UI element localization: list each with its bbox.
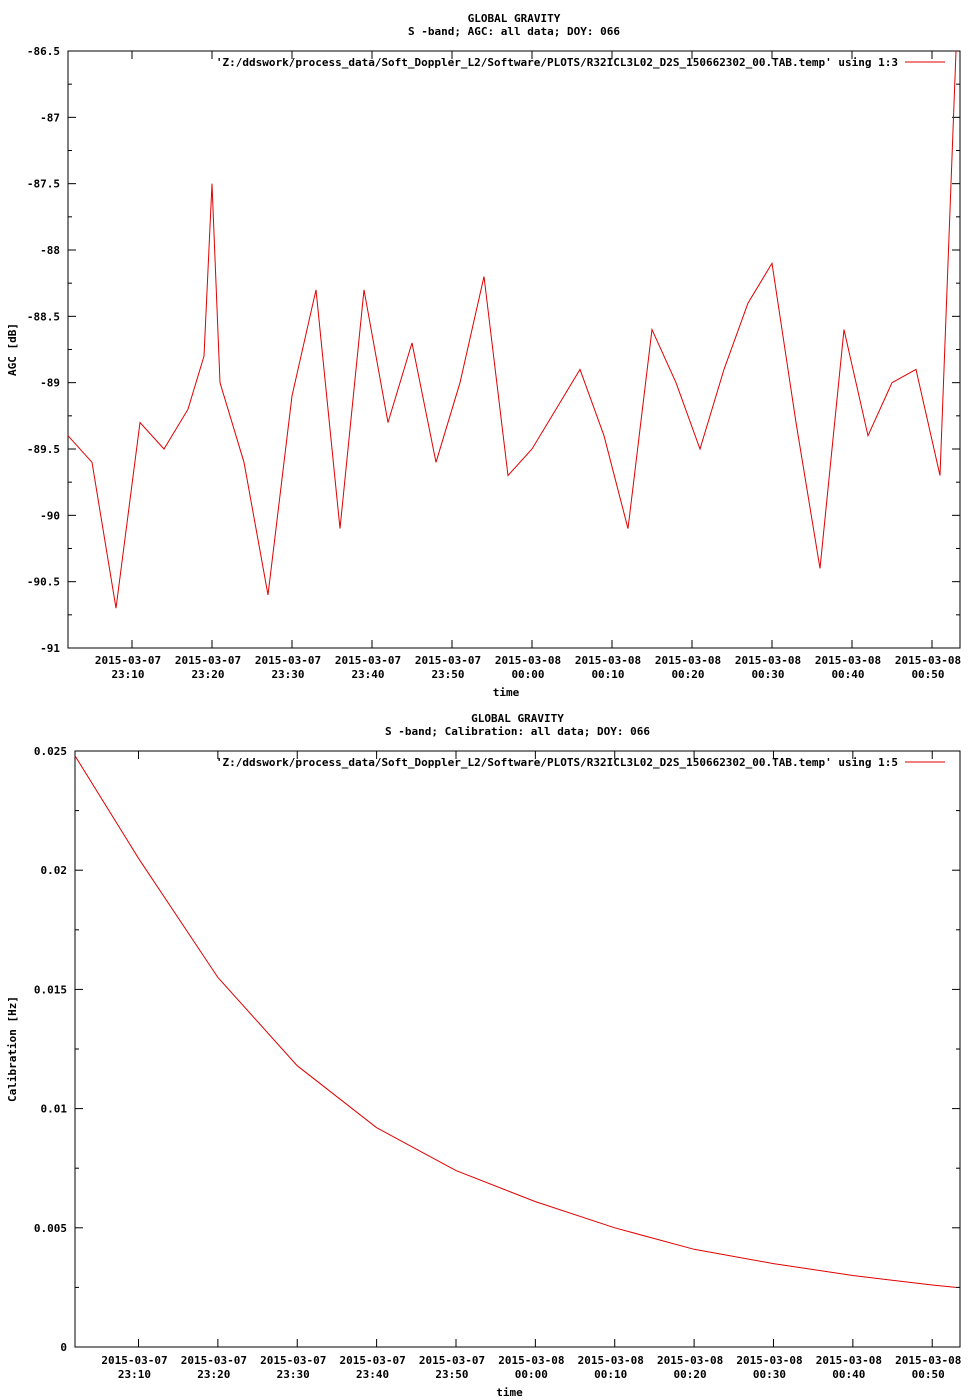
x-tick-time-label: 00:30 bbox=[751, 668, 784, 681]
x-tick-time-label: 23:40 bbox=[351, 668, 384, 681]
chart-title: GLOBAL GRAVITY bbox=[471, 712, 564, 725]
y-tick-label: -89.5 bbox=[27, 443, 60, 456]
y-tick-label: 0.025 bbox=[34, 745, 67, 758]
x-tick-date-label: 2015-03-08 bbox=[895, 1354, 961, 1367]
x-tick-time-label: 23:50 bbox=[435, 1368, 468, 1381]
x-tick-time-label: 00:40 bbox=[831, 668, 864, 681]
x-tick-time-label: 23:10 bbox=[111, 668, 144, 681]
chart-subtitle: S -band; AGC: all data; DOY: 066 bbox=[408, 25, 620, 38]
x-axis-label: time bbox=[496, 1386, 523, 1399]
x-tick-date-label: 2015-03-08 bbox=[736, 1354, 802, 1367]
x-tick-date-label: 2015-03-07 bbox=[255, 654, 321, 667]
chart-title: GLOBAL GRAVITY bbox=[468, 12, 561, 25]
x-tick-date-label: 2015-03-08 bbox=[575, 654, 641, 667]
chart-subtitle: S -band; Calibration: all data; DOY: 066 bbox=[385, 725, 650, 738]
y-axis-label: Calibration [Hz] bbox=[6, 996, 19, 1102]
y-tick-label: -87 bbox=[40, 111, 60, 124]
x-tick-time-label: 23:20 bbox=[197, 1368, 230, 1381]
x-tick-date-label: 2015-03-08 bbox=[495, 654, 561, 667]
legend-entry: 'Z:/ddswork/process_data/Soft_Doppler_L2… bbox=[216, 756, 898, 769]
y-tick-label: 0.02 bbox=[41, 864, 68, 877]
x-tick-date-label: 2015-03-08 bbox=[735, 654, 801, 667]
series-line bbox=[67, 50, 957, 609]
x-tick-date-label: 2015-03-08 bbox=[657, 1354, 723, 1367]
x-tick-time-label: 23:30 bbox=[277, 1368, 310, 1381]
y-tick-label: -89 bbox=[40, 377, 60, 390]
x-tick-time-label: 23:50 bbox=[431, 668, 464, 681]
x-tick-date-label: 2015-03-07 bbox=[335, 654, 401, 667]
y-tick-label: -87.5 bbox=[27, 178, 60, 191]
x-tick-date-label: 2015-03-07 bbox=[175, 654, 241, 667]
y-tick-label: 0 bbox=[60, 1341, 67, 1354]
x-tick-date-label: 2015-03-07 bbox=[260, 1354, 326, 1367]
x-tick-date-label: 2015-03-08 bbox=[578, 1354, 644, 1367]
x-tick-date-label: 2015-03-07 bbox=[415, 654, 481, 667]
x-tick-time-label: 00:00 bbox=[515, 1368, 548, 1381]
x-tick-time-label: 23:30 bbox=[271, 668, 304, 681]
x-axis-label: time bbox=[493, 686, 520, 699]
x-tick-date-label: 2015-03-07 bbox=[181, 1354, 247, 1367]
y-tick-label: -91 bbox=[40, 642, 60, 655]
y-tick-label: -88.5 bbox=[27, 310, 60, 323]
x-tick-date-label: 2015-03-07 bbox=[419, 1354, 485, 1367]
x-tick-time-label: 00:30 bbox=[753, 1368, 786, 1381]
x-tick-time-label: 00:00 bbox=[511, 668, 544, 681]
x-tick-time-label: 00:50 bbox=[912, 1368, 945, 1381]
x-tick-date-label: 2015-03-07 bbox=[101, 1354, 167, 1367]
x-tick-time-label: 23:20 bbox=[191, 668, 224, 681]
x-tick-date-label: 2015-03-08 bbox=[815, 654, 881, 667]
x-tick-date-label: 2015-03-08 bbox=[816, 1354, 882, 1367]
x-tick-time-label: 00:20 bbox=[671, 668, 704, 681]
x-tick-date-label: 2015-03-08 bbox=[498, 1354, 564, 1367]
legend-entry: 'Z:/ddswork/process_data/Soft_Doppler_L2… bbox=[216, 56, 898, 69]
series-line bbox=[74, 755, 957, 1288]
x-tick-time-label: 23:40 bbox=[356, 1368, 389, 1381]
x-tick-time-label: 00:50 bbox=[911, 668, 944, 681]
x-tick-time-label: 00:10 bbox=[591, 668, 624, 681]
x-tick-date-label: 2015-03-08 bbox=[895, 654, 961, 667]
y-axis-label: AGC [dB] bbox=[6, 323, 19, 376]
x-tick-time-label: 00:40 bbox=[832, 1368, 865, 1381]
y-tick-label: -90.5 bbox=[27, 576, 60, 589]
y-tick-label: 0.005 bbox=[34, 1222, 67, 1235]
x-tick-date-label: 2015-03-08 bbox=[655, 654, 721, 667]
plot-frame bbox=[74, 750, 961, 1348]
x-tick-time-label: 00:20 bbox=[674, 1368, 707, 1381]
x-tick-date-label: 2015-03-07 bbox=[339, 1354, 405, 1367]
x-tick-date-label: 2015-03-07 bbox=[95, 654, 161, 667]
y-tick-label: 0.01 bbox=[41, 1103, 68, 1116]
x-tick-time-label: 23:10 bbox=[118, 1368, 151, 1381]
y-tick-label: -88 bbox=[40, 244, 60, 257]
x-tick-time-label: 00:10 bbox=[594, 1368, 627, 1381]
y-tick-label: -90 bbox=[40, 509, 60, 522]
y-tick-label: -86.5 bbox=[27, 45, 60, 58]
y-tick-label: 0.015 bbox=[34, 983, 67, 996]
plot-frame bbox=[67, 50, 961, 649]
